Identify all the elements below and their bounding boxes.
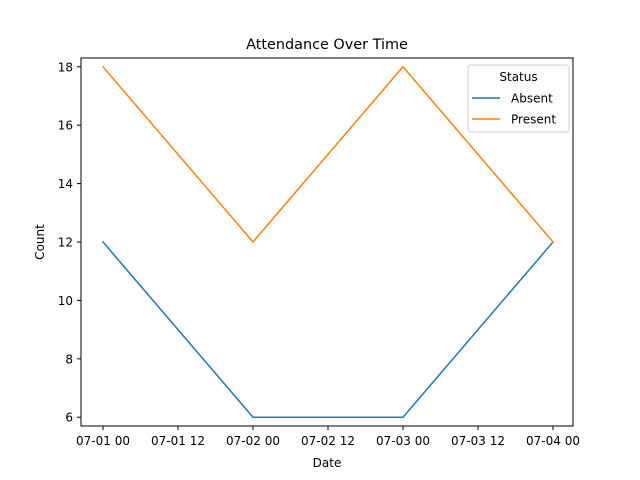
x-tick-label: 07-02 12	[301, 434, 355, 448]
series-line-present	[101, 65, 555, 244]
x-axis-label: Date	[313, 456, 342, 470]
legend-title: Status	[499, 70, 537, 84]
legend-label-present: Present	[511, 113, 556, 127]
x-tick-label: 07-01 12	[151, 434, 205, 448]
x-tick-label: 07-03 12	[451, 434, 505, 448]
legend-box	[467, 64, 570, 133]
y-tick-label: 16	[58, 119, 73, 133]
x-tick-label: 07-04 00	[526, 434, 580, 448]
y-tick-label: 6	[65, 411, 73, 425]
y-tick-label: 18	[58, 60, 73, 74]
y-tick-label: 8	[65, 352, 73, 366]
legend: Status Absent Present	[467, 64, 570, 133]
x-tick-label: 07-03 00	[376, 434, 430, 448]
y-tick-label: 10	[58, 294, 73, 308]
y-tick-label: 12	[58, 236, 73, 250]
x-tick-label: 07-02 00	[226, 434, 280, 448]
y-axis-label: Count	[33, 224, 47, 260]
x-tick-label: 07-01 00	[76, 434, 130, 448]
y-tick-label: 14	[58, 177, 73, 191]
chart-title: Attendance Over Time	[246, 37, 408, 53]
series-line-absent	[101, 240, 555, 418]
legend-label-absent: Absent	[511, 92, 553, 106]
plot-frame	[80, 57, 574, 427]
